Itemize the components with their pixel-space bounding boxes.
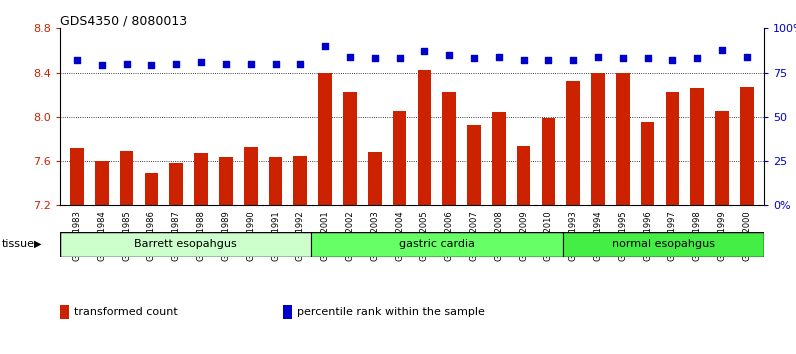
Bar <box>70 148 84 205</box>
Point <box>542 57 555 63</box>
Text: percentile rank within the sample: percentile rank within the sample <box>297 307 485 317</box>
Point <box>418 48 431 54</box>
Text: Barrett esopahgus: Barrett esopahgus <box>134 239 237 249</box>
Text: normal esopahgus: normal esopahgus <box>612 239 715 249</box>
Point <box>517 57 530 63</box>
Bar <box>418 70 431 205</box>
Point <box>716 47 728 52</box>
Point <box>691 56 704 61</box>
Bar <box>219 157 232 205</box>
Text: gastric cardia: gastric cardia <box>399 239 475 249</box>
Bar <box>541 118 555 205</box>
Point <box>467 56 480 61</box>
Text: transformed count: transformed count <box>74 307 178 317</box>
Bar <box>294 155 307 205</box>
Point <box>740 54 753 59</box>
Bar <box>60 232 311 257</box>
Bar <box>145 173 158 205</box>
Bar <box>120 151 134 205</box>
Point <box>96 63 108 68</box>
Bar <box>443 92 456 205</box>
Bar <box>517 145 530 205</box>
Point <box>591 54 604 59</box>
Bar <box>492 113 505 205</box>
Point <box>220 61 232 67</box>
Bar <box>194 153 208 205</box>
Bar <box>95 161 109 205</box>
Text: GDS4350 / 8080013: GDS4350 / 8080013 <box>60 14 187 27</box>
Point <box>642 56 654 61</box>
Point <box>294 61 306 67</box>
Bar <box>269 157 283 205</box>
Point <box>244 61 257 67</box>
Bar <box>690 88 704 205</box>
Point <box>443 52 455 58</box>
Bar <box>563 232 764 257</box>
Bar <box>641 122 654 205</box>
Point <box>170 61 182 67</box>
Point <box>120 61 133 67</box>
Bar <box>368 152 381 205</box>
Point <box>269 61 282 67</box>
Bar <box>665 92 679 205</box>
Point <box>71 57 84 63</box>
Point <box>493 54 505 59</box>
Bar <box>715 111 729 205</box>
Bar <box>467 125 481 205</box>
Bar <box>244 147 258 205</box>
Point <box>567 57 579 63</box>
Bar <box>566 81 580 205</box>
Bar <box>740 87 754 205</box>
Text: ▶: ▶ <box>34 239 41 249</box>
Bar <box>311 232 563 257</box>
Bar <box>591 73 605 205</box>
Point <box>393 56 406 61</box>
Bar <box>343 92 357 205</box>
Bar <box>318 73 332 205</box>
Bar <box>170 163 183 205</box>
Point <box>318 43 331 49</box>
Point <box>195 59 208 65</box>
Point <box>145 63 158 68</box>
Point <box>616 56 629 61</box>
Bar <box>616 73 630 205</box>
Point <box>666 57 679 63</box>
Bar <box>392 111 406 205</box>
Text: tissue: tissue <box>2 239 34 249</box>
Point <box>369 56 381 61</box>
Point <box>344 54 357 59</box>
